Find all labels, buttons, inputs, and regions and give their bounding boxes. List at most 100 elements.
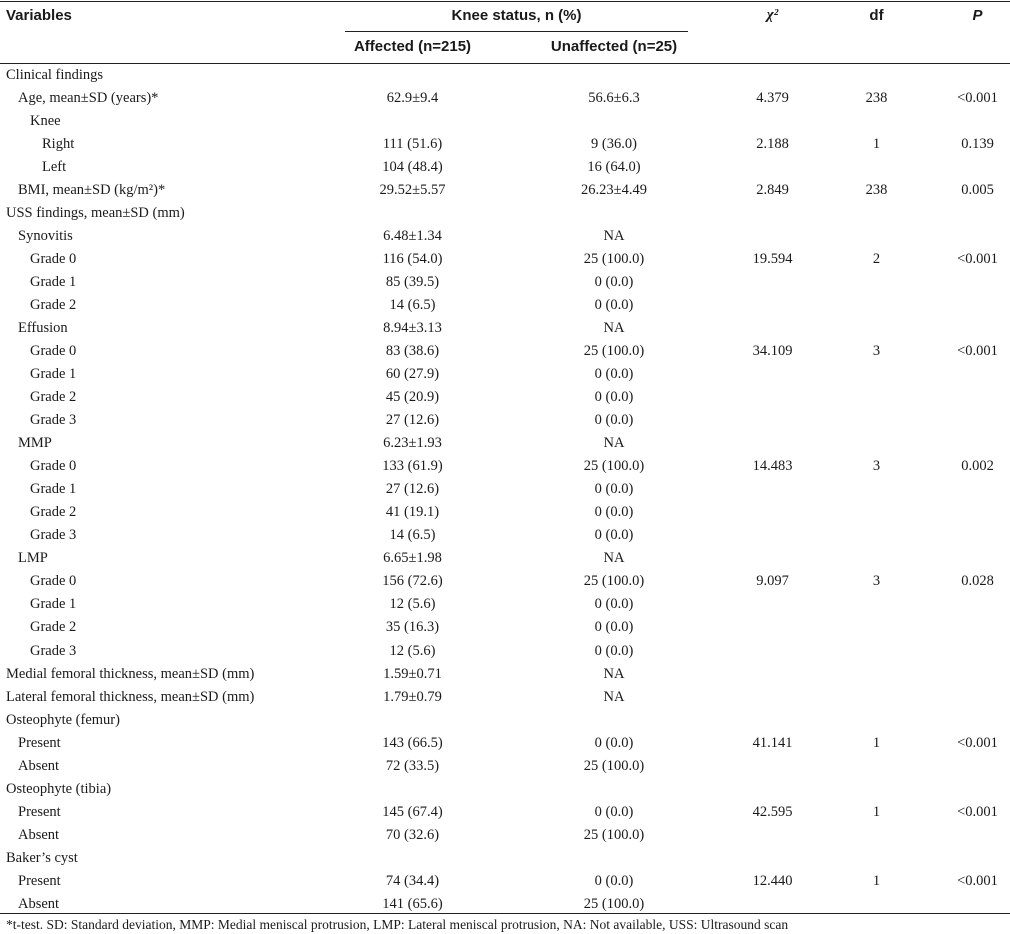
table-row: Grade 0 156 (72.6) 25 (100.0) 9.097 3 0.028 [0,570,1010,593]
row-label: Grade 2 [30,389,77,406]
cell-affected: 14 (6.5) [389,297,436,314]
cell-chi-square: 42.595 [752,803,793,820]
cell-affected: 6.48±1.34 [383,228,442,245]
row-label: Absent [18,895,60,912]
cell-df: 238 [865,182,888,199]
table-row: BMI, mean±SD (kg/m²)* 29.52±5.57 26.23±4.4… [0,179,1010,202]
row-label: Medial femoral thickness, mean±SD (mm) [6,665,255,682]
cell-p-value: <0.001 [957,90,998,107]
cell-affected: 104 (48.4) [382,159,443,176]
row-label: USS findings, mean±SD (mm) [6,205,185,222]
row-label: Absent [18,826,60,843]
row-label: Grade 0 [30,343,77,360]
row-label: Grade 1 [30,596,77,613]
table-row: Grade 0 116 (54.0) 25 (100.0) 19.594 2 <0.001 [0,248,1010,271]
table-row: Osteophyte (femur) [0,709,1010,732]
table-row: Osteophyte (tibia) [0,778,1010,801]
cell-p-value: 0.028 [961,573,994,590]
cell-affected: 14 (6.5) [389,527,436,544]
row-label: Grade 1 [30,481,77,498]
header-knee-status: Knee status, n (%) [451,7,582,24]
cell-unaffected: 25 (100.0) [583,343,645,360]
cell-affected: 72 (33.5) [385,757,440,774]
table-row: LMP 6.65±1.98 NA [0,547,1010,570]
cell-affected: 83 (38.6) [385,343,440,360]
cell-unaffected: 25 (100.0) [583,251,645,268]
cell-affected: 62.9±9.4 [386,90,439,107]
header-affected: Affected (n=215) [353,38,472,55]
row-label: Grade 0 [30,458,77,475]
cell-df: 3 [872,343,881,360]
table-row: Present 145 (67.4) 0 (0.0) 42.595 1 <0.001 [0,801,1010,824]
cell-unaffected: NA [603,665,625,682]
header-df: df [869,7,884,24]
cell-unaffected: NA [603,688,625,705]
cell-unaffected: 0 (0.0) [594,642,634,659]
row-label: Age, mean±SD (years)* [18,90,159,107]
row-label: Grade 1 [30,366,77,383]
row-label: Synovitis [18,228,73,245]
cell-df: 238 [865,90,888,107]
cell-affected: 60 (27.9) [385,366,440,383]
table-row: Synovitis 6.48±1.34 NA [0,225,1010,248]
table-row: Grade 1 85 (39.5) 0 (0.0) [0,271,1010,294]
row-label: Right [42,136,75,153]
table-row: USS findings, mean±SD (mm) [0,202,1010,225]
row-label: Grade 0 [30,573,77,590]
cell-unaffected: NA [603,320,625,337]
table-row: Grade 3 12 (5.6) 0 (0.0) [0,640,1010,663]
cell-affected: 133 (61.9) [382,458,443,475]
cell-unaffected: 0 (0.0) [594,412,634,429]
header-chi-square: χ² [766,7,779,23]
cell-unaffected: 0 (0.0) [594,366,634,383]
cell-chi-square: 41.141 [752,734,793,751]
cell-affected: 27 (12.6) [385,412,440,429]
cell-chi-square: 2.849 [756,182,789,199]
table-row: Grade 2 45 (20.9) 0 (0.0) [0,386,1010,409]
cell-chi-square: 19.594 [752,251,793,268]
table-top-rule [0,1,1010,2]
table-row: Present 74 (34.4) 0 (0.0) 12.440 1 <0.001 [0,870,1010,893]
cell-df: 1 [872,872,881,889]
cell-p-value: <0.001 [957,872,998,889]
cell-affected: 35 (16.3) [385,619,440,636]
cell-unaffected: 25 (100.0) [583,826,645,843]
row-label: Absent [18,757,60,774]
cell-affected: 141 (65.6) [382,895,443,912]
table-row: Medial femoral thickness, mean±SD (mm) 1.… [0,663,1010,686]
row-label: BMI, mean±SD (kg/m²)* [18,182,166,199]
row-label: Grade 2 [30,619,77,636]
cell-unaffected: 0 (0.0) [594,504,634,521]
cell-p-value: 0.139 [961,136,994,153]
row-label: Present [18,734,61,751]
cell-unaffected: 25 (100.0) [583,895,645,912]
cell-affected: 1.79±0.79 [383,688,442,705]
table-row: Age, mean±SD (years)* 62.9±9.4 56.6±6.3 4.3… [0,87,1010,110]
table-row: Present 143 (66.5) 0 (0.0) 41.141 1 <0.001 [0,732,1010,755]
table-row: Grade 0 133 (61.9) 25 (100.0) 14.483 3 0.002 [0,455,1010,478]
cell-affected: 1.59±0.71 [383,665,442,682]
table-bottom-rule [0,913,1010,914]
cell-p-value: 0.002 [961,458,994,475]
row-label: Grade 1 [30,274,77,291]
cell-unaffected: 0 (0.0) [594,872,634,889]
cell-affected: 74 (34.4) [385,872,440,889]
cell-affected: 45 (20.9) [385,389,440,406]
cell-unaffected: 25 (100.0) [583,573,645,590]
row-label: Grade 3 [30,412,77,429]
cell-affected: 12 (5.6) [389,596,436,613]
row-label: Grade 3 [30,527,77,544]
table-row: Grade 2 41 (19.1) 0 (0.0) [0,501,1010,524]
cell-p-value: <0.001 [957,803,998,820]
table-row: Grade 3 27 (12.6) 0 (0.0) [0,409,1010,432]
cell-chi-square: 34.109 [752,343,793,360]
row-label: Effusion [18,320,68,337]
cell-chi-square: 12.440 [752,872,793,889]
cell-affected: 116 (54.0) [382,251,443,268]
cell-affected: 145 (67.4) [382,803,443,820]
cell-p-value: <0.001 [957,343,998,360]
cell-unaffected: 0 (0.0) [594,596,634,613]
cell-affected: 156 (72.6) [382,573,443,590]
cell-df: 3 [872,573,881,590]
cell-affected: 70 (32.6) [385,826,440,843]
